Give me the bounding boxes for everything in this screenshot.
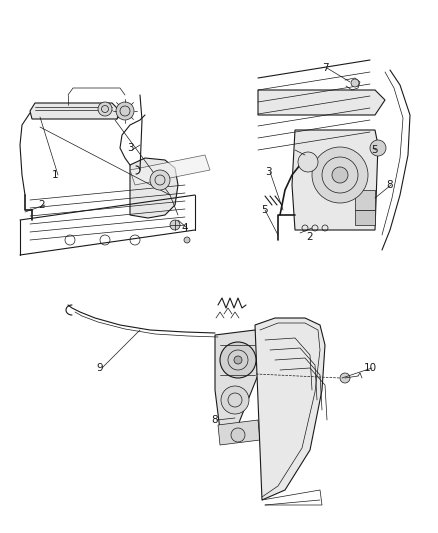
Circle shape xyxy=(150,170,170,190)
Polygon shape xyxy=(255,318,325,500)
Text: 1: 1 xyxy=(52,170,58,180)
Polygon shape xyxy=(355,210,375,225)
Text: 4: 4 xyxy=(182,223,188,233)
Text: 5: 5 xyxy=(372,145,378,155)
Polygon shape xyxy=(218,420,260,445)
Text: 5: 5 xyxy=(261,205,268,215)
Text: 3: 3 xyxy=(265,167,271,177)
Polygon shape xyxy=(292,130,378,230)
Polygon shape xyxy=(30,103,120,119)
Circle shape xyxy=(116,102,134,120)
Circle shape xyxy=(231,428,245,442)
Circle shape xyxy=(298,152,318,172)
Circle shape xyxy=(170,220,180,230)
Circle shape xyxy=(220,342,256,378)
Text: 8: 8 xyxy=(387,180,393,190)
Circle shape xyxy=(221,386,249,414)
Circle shape xyxy=(370,140,386,156)
Text: 3: 3 xyxy=(127,143,133,153)
Polygon shape xyxy=(130,155,210,185)
Circle shape xyxy=(351,79,359,87)
Polygon shape xyxy=(215,330,265,435)
Circle shape xyxy=(234,356,242,364)
Text: 2: 2 xyxy=(307,232,313,242)
Circle shape xyxy=(98,102,112,116)
Circle shape xyxy=(332,167,348,183)
Circle shape xyxy=(184,237,190,243)
Text: 8: 8 xyxy=(212,415,218,425)
Circle shape xyxy=(340,373,350,383)
Polygon shape xyxy=(355,190,375,210)
Polygon shape xyxy=(130,158,178,218)
Polygon shape xyxy=(258,90,385,115)
Text: 7: 7 xyxy=(321,63,328,73)
Text: 2: 2 xyxy=(39,200,45,210)
Text: 9: 9 xyxy=(97,363,103,373)
Circle shape xyxy=(312,147,368,203)
Text: 10: 10 xyxy=(364,363,377,373)
